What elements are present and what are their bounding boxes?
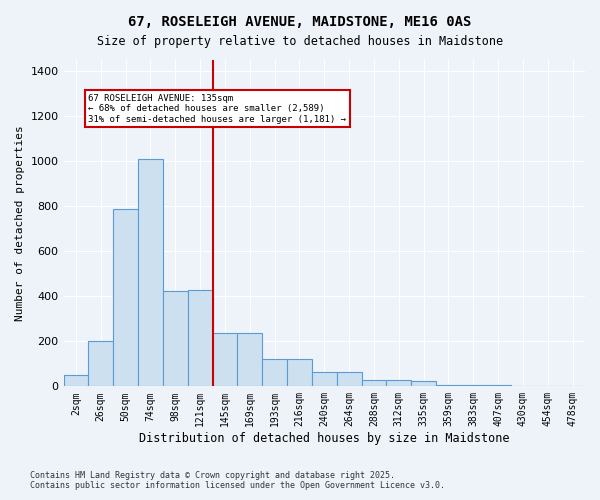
Bar	[163, 290, 188, 386]
Bar	[113, 208, 138, 386]
Bar	[188, 290, 212, 386]
Text: 67 ROSELEIGH AVENUE: 135sqm
← 68% of detached houses are smaller (2,589)
31% of : 67 ROSELEIGH AVENUE: 135sqm ← 68% of det…	[88, 94, 346, 124]
Text: Contains HM Land Registry data © Crown copyright and database right 2025.
Contai: Contains HM Land Registry data © Crown c…	[30, 470, 445, 490]
Bar	[386, 380, 411, 386]
Text: 67, ROSELEIGH AVENUE, MAIDSTONE, ME16 0AS: 67, ROSELEIGH AVENUE, MAIDSTONE, ME16 0A…	[128, 15, 472, 29]
Bar	[362, 380, 386, 386]
Bar	[312, 372, 337, 386]
Bar	[337, 372, 362, 386]
Bar	[436, 385, 461, 386]
Bar	[88, 342, 113, 386]
Bar	[138, 159, 163, 386]
Bar	[485, 385, 511, 386]
X-axis label: Distribution of detached houses by size in Maidstone: Distribution of detached houses by size …	[139, 432, 509, 445]
Bar	[238, 334, 262, 386]
Bar	[411, 380, 436, 386]
Bar	[287, 360, 312, 386]
Bar	[262, 360, 287, 386]
Y-axis label: Number of detached properties: Number of detached properties	[15, 126, 25, 321]
Bar	[64, 375, 88, 386]
Text: Size of property relative to detached houses in Maidstone: Size of property relative to detached ho…	[97, 35, 503, 48]
Bar	[212, 334, 238, 386]
Bar	[461, 385, 485, 386]
